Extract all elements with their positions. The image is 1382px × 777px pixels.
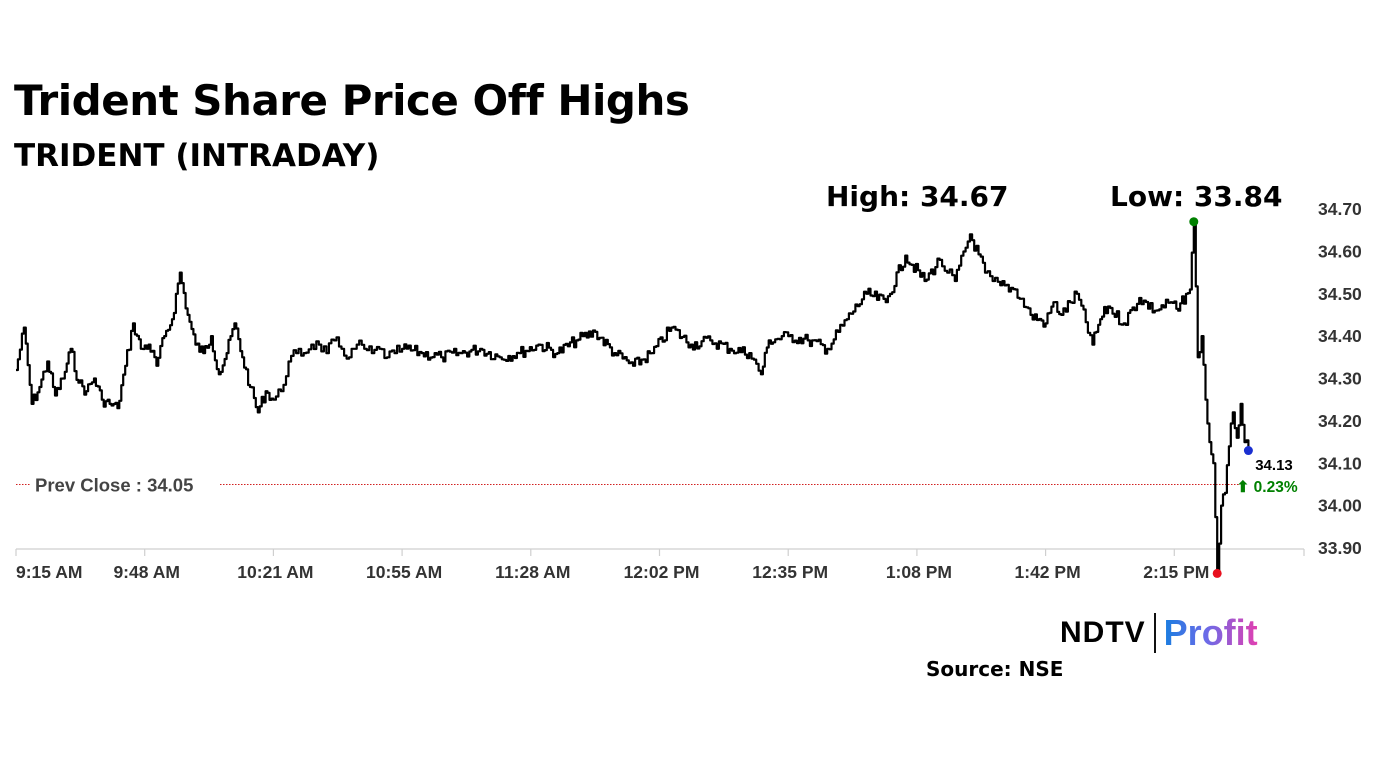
chart-subtitle: TRIDENT (INTRADAY) (14, 138, 380, 174)
y-axis: 34.70 34.60 34.50 34.40 34.30 34.20 34.10 34.00… (1318, 199, 1362, 558)
y-tick-label: 34.60 (1318, 241, 1362, 261)
x-axis: 9:15 AM 9:48 AM 10:21 AM 10:55 AM 11:28 AM 12… (15, 548, 1305, 582)
y-tick-label: 34.50 (1318, 284, 1362, 304)
logo-divider (1153, 613, 1156, 653)
low-marker (1212, 568, 1222, 578)
y-tick-label: 34.00 (1318, 496, 1362, 516)
y-tick-label: 34.10 (1318, 453, 1362, 473)
x-tick-label: 11:28 AM (495, 562, 570, 582)
x-tick-label: 12:02 PM (624, 562, 700, 582)
prev-close-label: Prev Close : 34.05 (35, 474, 193, 495)
x-tick-label: 1:08 PM (886, 562, 952, 582)
y-tick-label: 34.40 (1318, 326, 1362, 346)
prev-close-label-bg (30, 473, 220, 496)
source-note: Source: NSE (926, 657, 1064, 681)
intraday-chart: 34.70 34.60 34.50 34.40 34.30 34.20 34.10 34.00… (15, 199, 1362, 582)
x-tick-label: 10:21 AM (237, 562, 313, 582)
ndtv-profit-logo: NDTV Profit (1060, 612, 1258, 654)
price-line (16, 220, 1250, 575)
logo-ndtv-text: NDTV (1060, 616, 1146, 649)
x-tick-label: 10:55 AM (366, 562, 442, 582)
x-tick-label: 9:15 AM (16, 562, 82, 582)
low-annotation: Low: 33.84 (1110, 180, 1283, 213)
x-tick-label: 12:35 PM (752, 562, 828, 582)
y-tick-label: 34.30 (1318, 369, 1362, 389)
last-price-label: 34.13 (1255, 457, 1293, 474)
high-annotation: High: 34.67 (826, 180, 1009, 213)
y-tick-label: 34.70 (1318, 199, 1362, 219)
change-label: ⬆ 0.23% (1236, 479, 1297, 496)
x-tick-label: 1:42 PM (1015, 562, 1081, 582)
logo-profit-text: Profit (1163, 612, 1258, 653)
prev-close-group: Prev Close : 34.05 (16, 473, 1240, 496)
y-tick-label: 33.90 (1318, 538, 1362, 558)
last-price-marker (1243, 446, 1253, 456)
high-marker (1189, 217, 1199, 227)
x-tick-label: 9:48 AM (113, 562, 179, 582)
y-tick-label: 34.20 (1318, 411, 1362, 431)
chart-title: Trident Share Price Off Highs (14, 76, 690, 125)
x-tick-label: 2:15 PM (1143, 562, 1209, 582)
